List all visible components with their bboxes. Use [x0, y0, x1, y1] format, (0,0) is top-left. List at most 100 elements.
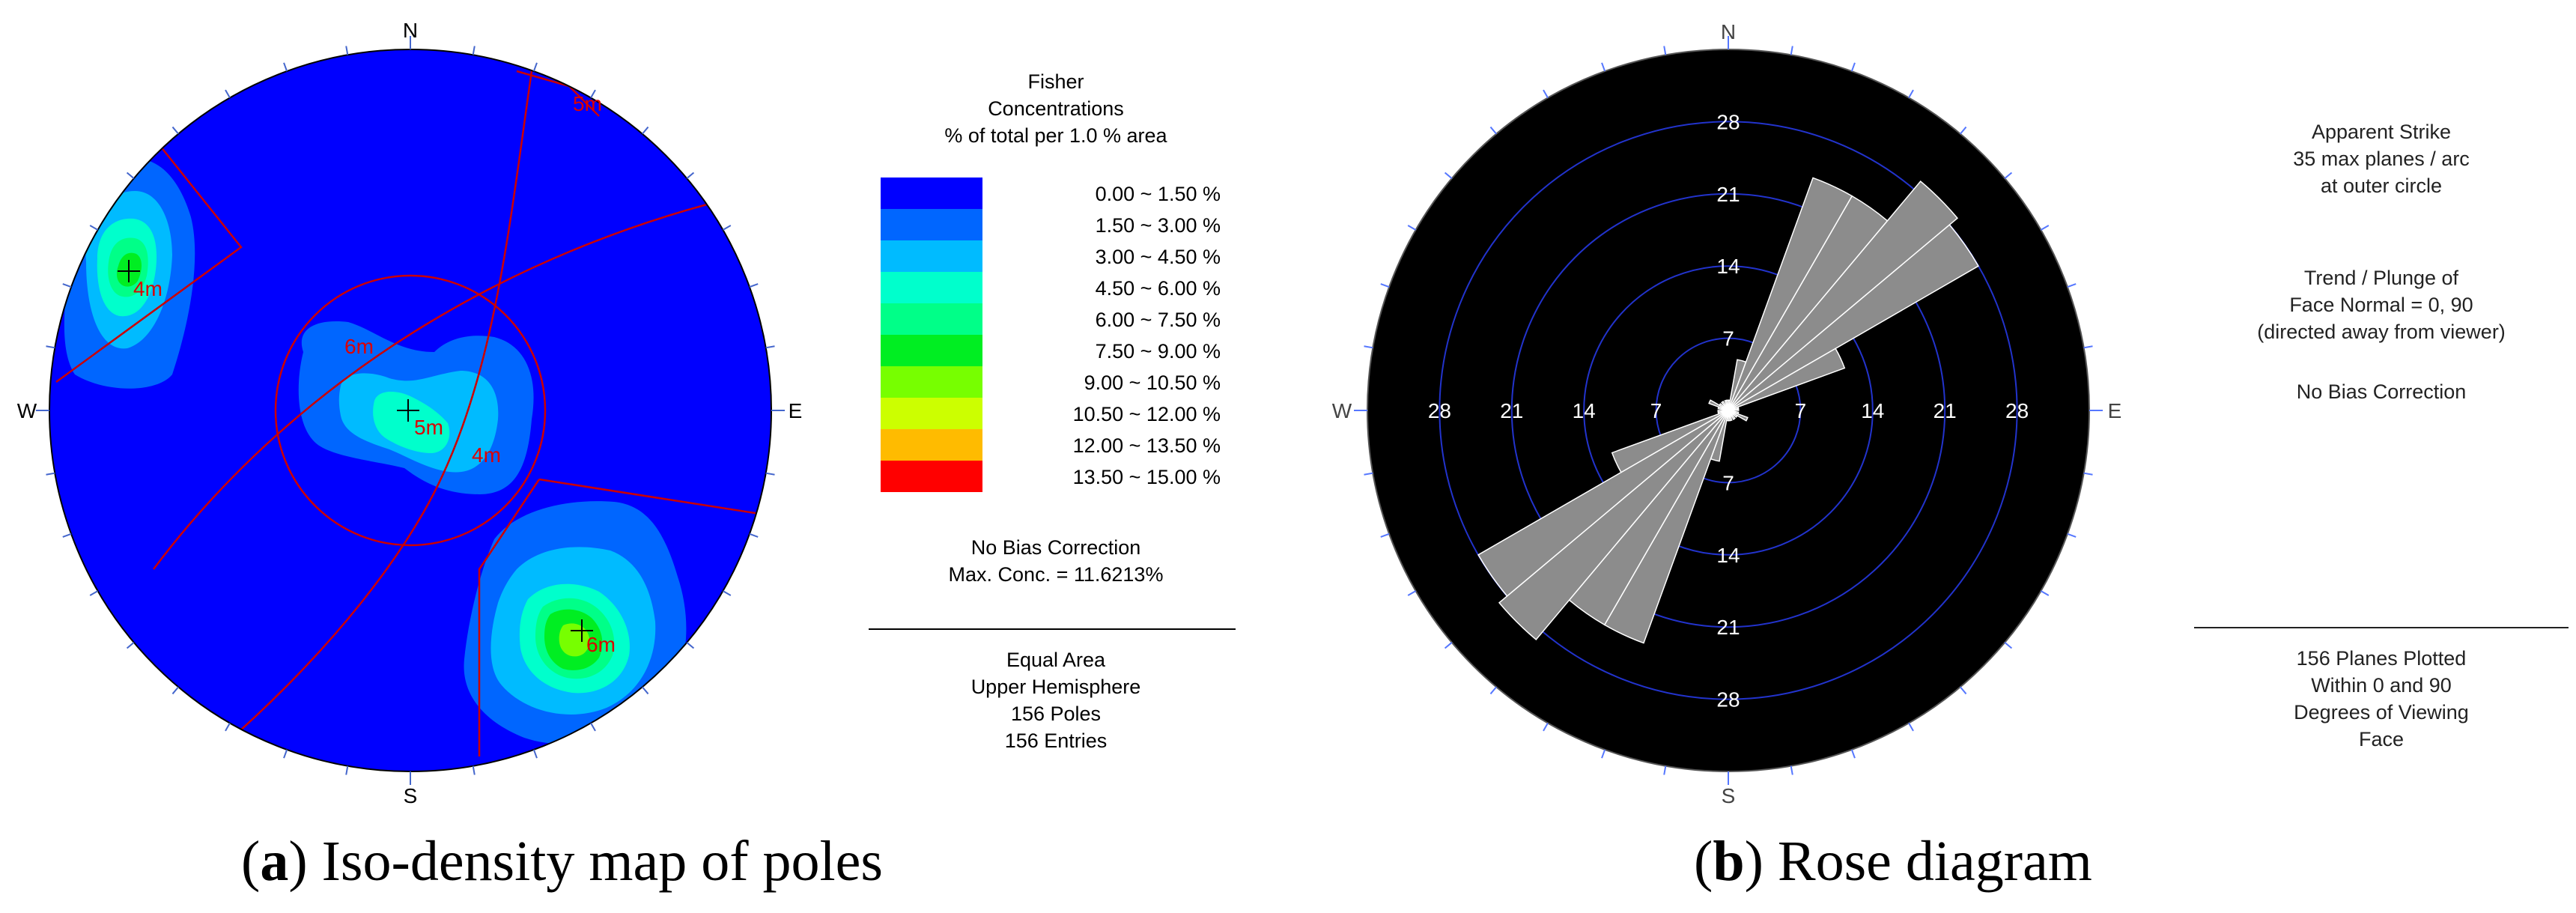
rose-tick [1380, 533, 1390, 538]
rose-petal [1719, 403, 1729, 411]
rose-petal [1728, 410, 1738, 418]
rose-petal [1611, 410, 1729, 473]
rose-tick [1663, 765, 1667, 775]
rose-petal [1477, 410, 1729, 597]
stereonet-tick [171, 126, 179, 135]
set-label-4m-nw: 4m [133, 277, 162, 300]
rose-petal [1728, 410, 1736, 420]
rose-ring-label: 21 [1933, 399, 1957, 422]
rose-tick [2004, 172, 2013, 179]
caption-a-letter: a [260, 830, 289, 893]
legend-footer-hemisphere: Upper Hemisphere [971, 676, 1141, 698]
legend-swatch [881, 240, 982, 272]
legend-max-conc: Max. Conc. = 11.6213% [949, 563, 1164, 586]
contour-set-5m [298, 321, 534, 494]
legend-label: 1.50 ~ 3.00 % [1096, 214, 1221, 237]
rose-tick [1850, 749, 1856, 759]
info-planes-plotted: 156 Planes Plotted [2297, 647, 2467, 670]
stereonet-tick [722, 225, 732, 231]
rose-tick [2067, 533, 2077, 538]
rose-diagram: 7 7 7 7 14 14 14 14 21 21 21 21 28 28 28 28 N S E W [1332, 20, 2122, 807]
caption-b-text: Rose diagram [1777, 830, 2092, 893]
stereonet-tick [345, 46, 349, 55]
info-face-normal: Face Normal = 0, 90 [2289, 294, 2473, 316]
rose-tick [1908, 722, 1914, 732]
caption-b: (b) Rose diagram [1694, 830, 2092, 893]
rose-petal [1717, 410, 1729, 413]
stereonet-tick [46, 472, 55, 476]
rose-tick [1543, 722, 1549, 732]
legend-swatch [881, 272, 982, 303]
centroid-cross-4m [118, 260, 140, 282]
rose-tick [1407, 225, 1417, 231]
rose-compass-e: E [2108, 399, 2122, 422]
rose-petal [1721, 401, 1729, 411]
stereonet-tick [472, 46, 476, 55]
stereonet-tick [225, 89, 231, 99]
rose-petal [1728, 181, 1958, 411]
rose-tick [1444, 172, 1453, 179]
rose-ring-label: 21 [1716, 616, 1740, 639]
rose-tick [1380, 283, 1390, 288]
stereonet-tick [345, 765, 349, 775]
stereonet-tick [765, 472, 775, 476]
legend-swatch [881, 366, 982, 398]
rose-ring [1439, 121, 2018, 700]
stereonet-tick [749, 533, 759, 538]
rose-compass-w: W [1332, 399, 1352, 422]
stereonet-tick [686, 642, 695, 649]
legend-footer-poles: 156 Poles [1011, 703, 1101, 725]
iso-density-stereonet: 4m 5m 6m 4m 6m 5m N S E W [17, 19, 803, 807]
legend-label: 0.00 ~ 1.50 % [1096, 183, 1221, 205]
stereonet-tick [89, 225, 99, 231]
compass-n: N [403, 19, 418, 42]
legend-swatches: 0.00 ~ 1.50 % 1.50 ~ 3.00 % 3.00 ~ 4.50 % 4… [881, 178, 1221, 492]
info-outer-circle: at outer circle [2321, 175, 2442, 197]
rose-ring-label: 28 [1716, 688, 1740, 712]
legend-footer-entries: 156 Entries [1005, 730, 1108, 752]
legend-label: 6.00 ~ 7.50 % [1096, 309, 1221, 331]
rose-ring-label: 28 [1428, 399, 1451, 422]
rose-tick [2040, 590, 2050, 596]
rose-ring [1583, 265, 1874, 556]
rose-tick [1543, 89, 1549, 99]
stereonet-tick [126, 642, 135, 649]
rose-ring-label: 14 [1573, 399, 1596, 422]
legend-swatch [881, 429, 982, 461]
rose-tick [2083, 345, 2093, 349]
info-within: Within 0 and 90 [2311, 674, 2452, 697]
stereonet-tick [722, 590, 732, 596]
stereonet-tick [283, 749, 288, 759]
rose-ring-label: 21 [1716, 183, 1740, 206]
rose-ring-label: 14 [1861, 399, 1884, 422]
rose-ring [1655, 337, 1802, 484]
legend-title-line-2: Concentrations [988, 97, 1124, 120]
rose-ring-label: 14 [1716, 544, 1740, 567]
stereonet-tick [765, 345, 775, 349]
info-face: Face [2359, 728, 2404, 750]
info-trend-plunge: Trend / Plunge of [2304, 267, 2459, 289]
legend-swatch [881, 209, 982, 240]
info-directed: (directed away from viewer) [2257, 321, 2506, 343]
rose-tick [1790, 765, 1793, 775]
legend-label: 7.50 ~ 9.00 % [1096, 340, 1221, 363]
legend-swatch [881, 398, 982, 429]
legend-title-line-3: % of total per 1.0 % area [944, 124, 1167, 147]
rose-rings [1439, 121, 2018, 700]
rose-petal [1728, 410, 1731, 422]
rose-tick [2083, 472, 2093, 476]
set-label-6m-se: 6m [586, 633, 616, 656]
legend-swatch [881, 335, 982, 366]
legend-swatch [881, 178, 982, 209]
centroid-cross-5m [397, 399, 419, 422]
info-apparent-strike: Apparent Strike [2312, 121, 2451, 143]
rose-ring-label: 7 [1722, 327, 1734, 351]
legend-label: 10.50 ~ 12.00 % [1073, 403, 1221, 425]
stereonet-tick [532, 749, 538, 759]
rose-tick [1601, 749, 1606, 759]
rose-tick [1601, 62, 1606, 72]
legend-label: 9.00 ~ 10.50 % [1084, 371, 1221, 394]
rose-tick [2067, 283, 2077, 288]
info-bias: No Bias Correction [2297, 380, 2467, 403]
rose-ring-label: 28 [1716, 110, 1740, 133]
